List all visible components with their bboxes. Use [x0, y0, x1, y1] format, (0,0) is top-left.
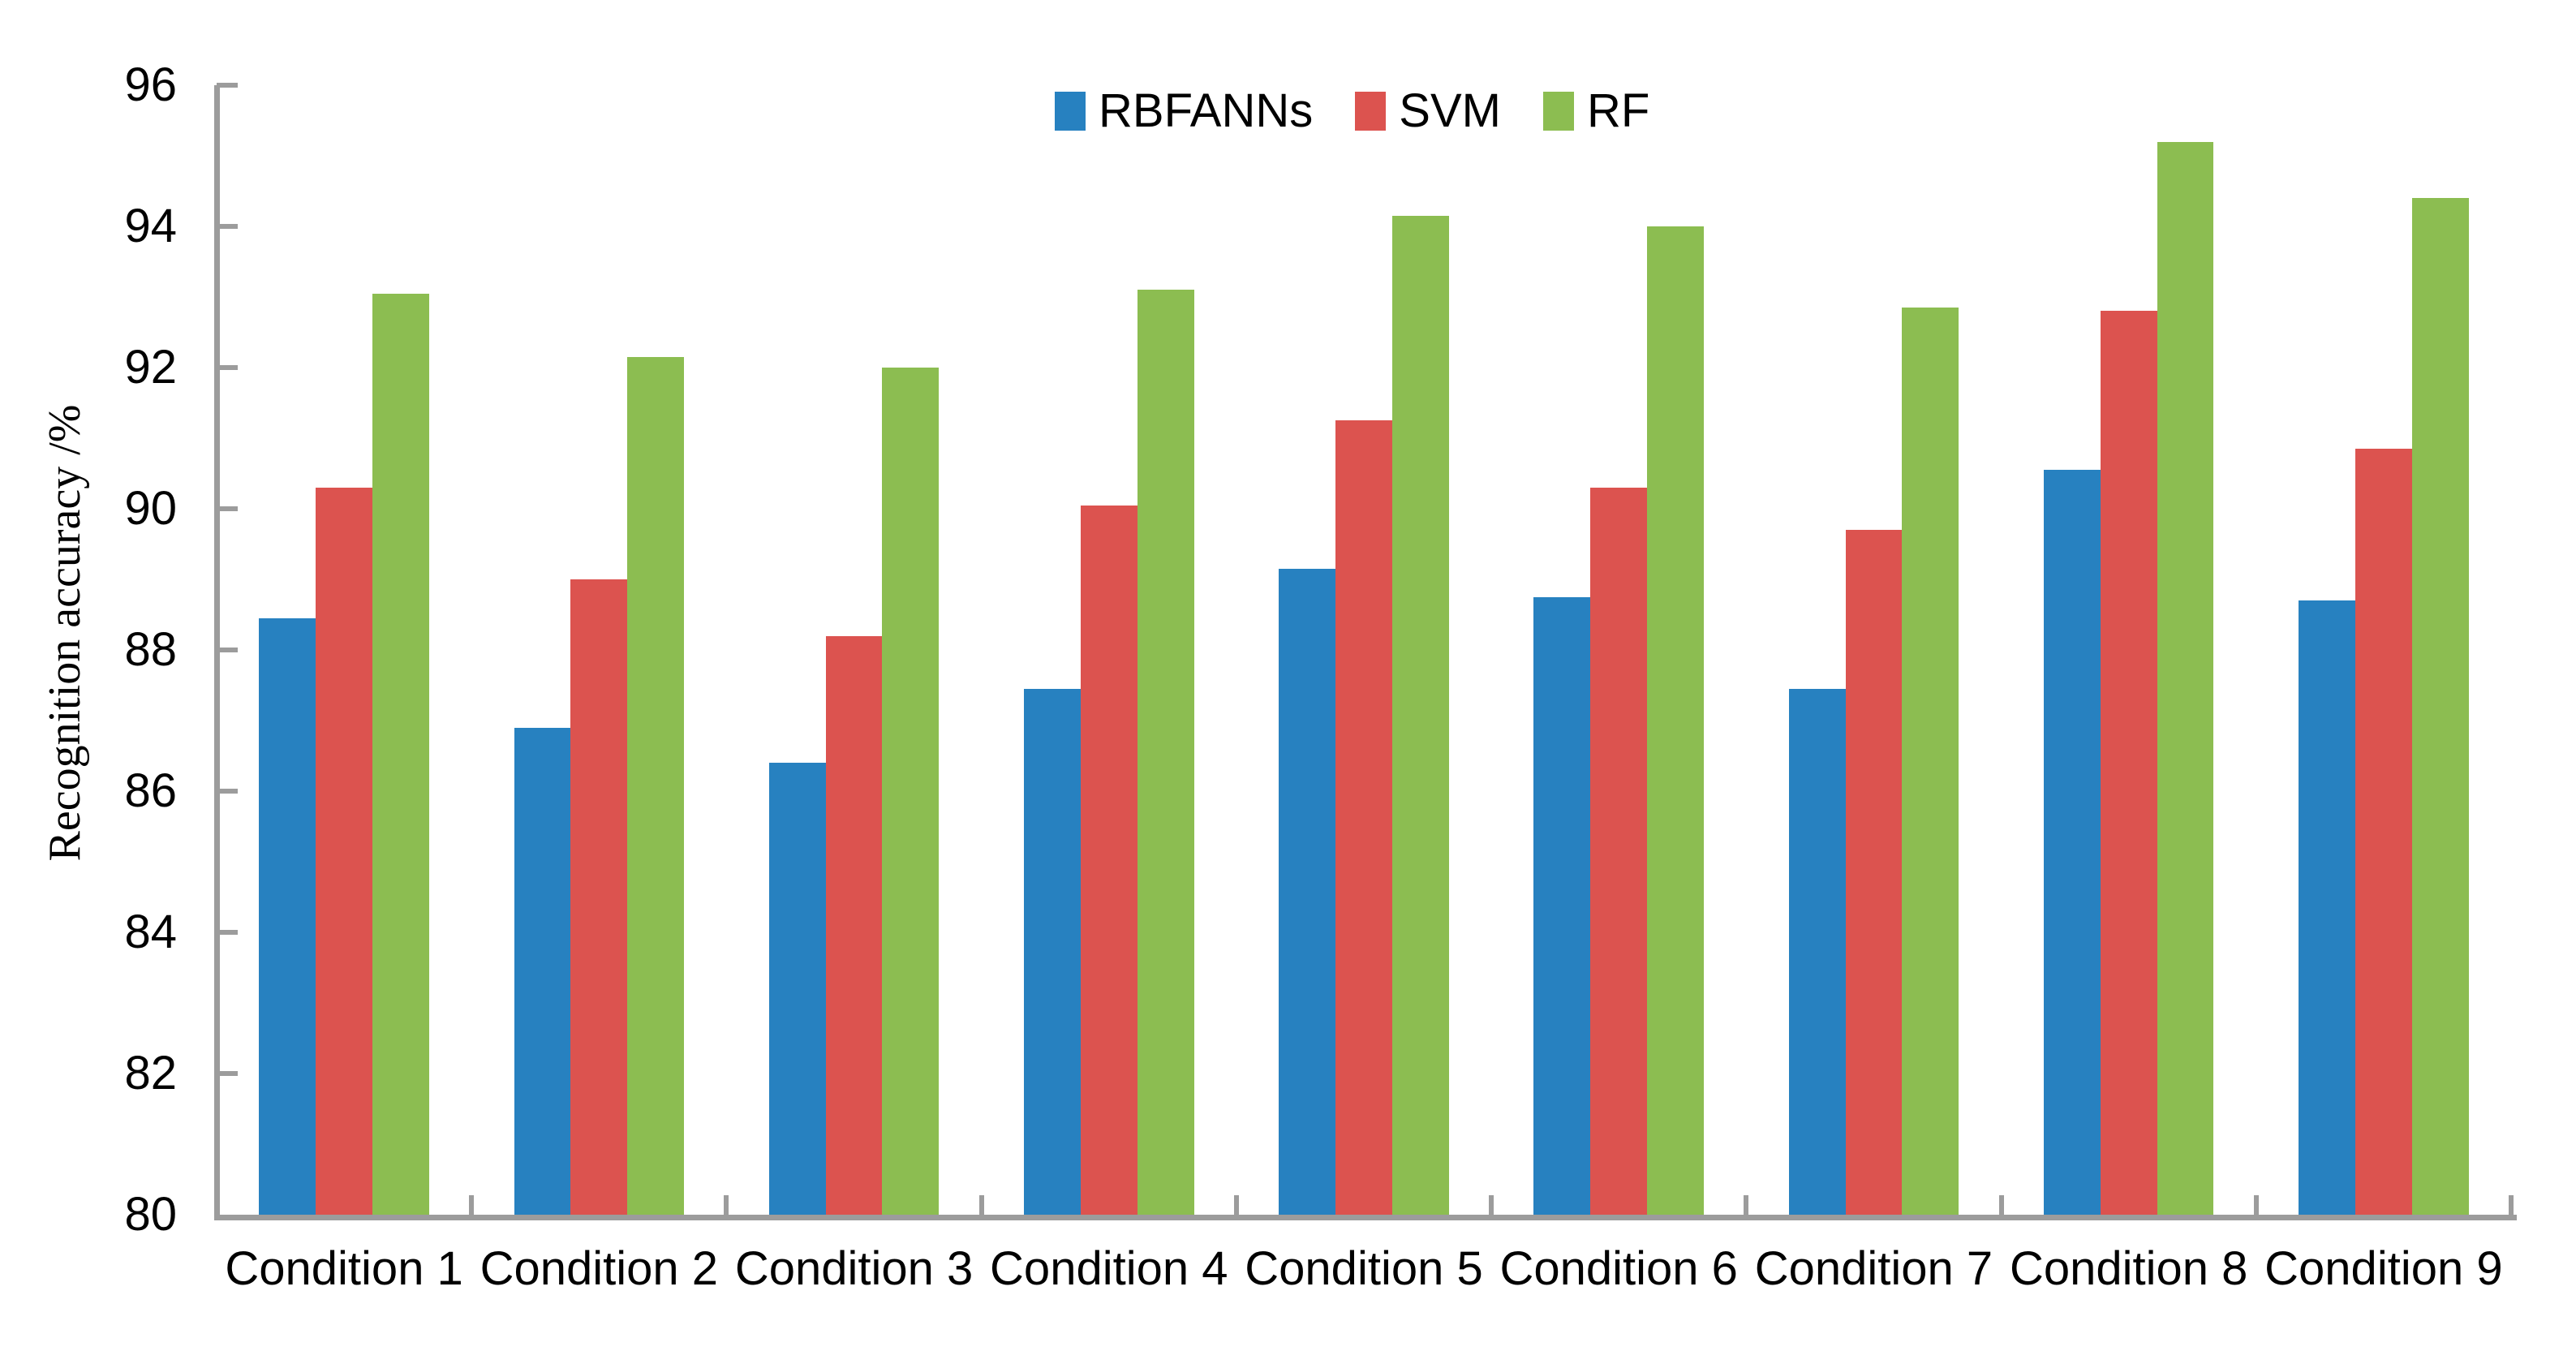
bar-svm-condition-2 [570, 579, 628, 1215]
bar-svm-condition-7 [1845, 530, 1903, 1215]
x-tick-1 [469, 1195, 475, 1215]
y-axis [214, 85, 220, 1220]
y-tick-94 [217, 224, 238, 229]
x-tick-7 [1998, 1195, 2004, 1215]
bar-svm-condition-5 [1335, 420, 1392, 1215]
bar-svm-condition-6 [1590, 487, 1648, 1215]
x-tick-5 [1489, 1195, 1494, 1215]
bar-rf-condition-1 [372, 293, 429, 1215]
x-axis [214, 1215, 2517, 1220]
bar-rf-condition-9 [2411, 198, 2469, 1215]
bar-rbfanns-condition-9 [2299, 600, 2355, 1215]
y-tick-label-86: 86 [124, 764, 177, 817]
bar-rbfanns-condition-4 [1024, 688, 1081, 1215]
y-tick-92 [217, 365, 238, 370]
legend-swatch-rf [1542, 92, 1574, 131]
legend: RBFANNs SVM RF [1055, 84, 1650, 137]
y-tick-label-84: 84 [124, 906, 177, 958]
legend-swatch-svm [1355, 92, 1387, 131]
y-tick-88 [217, 648, 238, 652]
x-category-label-condition-5: Condition 5 [1245, 1242, 1483, 1295]
x-tick-9 [2509, 1195, 2514, 1215]
bar-rbfanns-condition-7 [1788, 688, 1846, 1215]
x-category-label-condition-6: Condition 6 [1499, 1242, 1738, 1295]
x-tick-4 [1233, 1195, 1239, 1215]
y-tick-label-96: 96 [124, 58, 177, 111]
y-tick-label-94: 94 [124, 200, 177, 252]
y-tick-86 [217, 789, 238, 794]
bar-rf-condition-5 [1391, 215, 1449, 1215]
y-tick-label-90: 90 [124, 482, 177, 535]
legend-swatch-rbfanns [1055, 92, 1086, 131]
bar-svm-condition-1 [316, 487, 372, 1215]
y-tick-label-80: 80 [124, 1188, 177, 1241]
x-tick-2 [724, 1195, 729, 1215]
bar-rbfanns-condition-5 [1279, 568, 1336, 1215]
x-category-label-condition-3: Condition 3 [734, 1242, 974, 1295]
x-category-label-condition-9: Condition 9 [2264, 1242, 2503, 1295]
bar-svm-condition-4 [1080, 505, 1137, 1215]
x-category-label-condition-1: Condition 1 [225, 1242, 463, 1295]
bar-rf-condition-2 [627, 356, 685, 1215]
x-tick-8 [2253, 1195, 2259, 1215]
bar-rf-condition-8 [2157, 141, 2214, 1215]
bar-rf-condition-4 [1137, 290, 1194, 1215]
legend-item-rbfanns: RBFANNs [1055, 84, 1314, 137]
bar-rbfanns-condition-2 [514, 727, 571, 1215]
bar-rbfanns-condition-6 [1533, 596, 1591, 1215]
plot-area [217, 83, 2514, 1215]
y-tick-label-82: 82 [124, 1047, 177, 1099]
y-tick-90 [217, 506, 238, 511]
y-tick-84 [217, 930, 238, 935]
y-tick-82 [217, 1071, 238, 1076]
bar-rbfanns-condition-8 [2043, 470, 2101, 1215]
y-tick-label-92: 92 [124, 341, 177, 394]
bar-svm-condition-3 [825, 635, 883, 1215]
bar-rf-condition-6 [1647, 226, 1704, 1215]
x-tick-3 [978, 1195, 984, 1215]
bar-svm-condition-8 [2100, 311, 2157, 1215]
x-category-label-condition-2: Condition 2 [480, 1242, 719, 1295]
x-category-label-condition-8: Condition 8 [2009, 1242, 2248, 1295]
bar-rbfanns-condition-1 [259, 617, 316, 1215]
y-tick-label-88: 88 [124, 623, 177, 676]
legend-label-svm: SVM [1399, 84, 1501, 137]
legend-item-svm: SVM [1355, 84, 1501, 137]
bar-rf-condition-7 [1902, 308, 1959, 1215]
bar-svm-condition-9 [2355, 449, 2412, 1215]
x-tick-6 [1744, 1195, 1749, 1215]
bar-rbfanns-condition-3 [768, 763, 826, 1215]
legend-item-rf: RF [1542, 84, 1650, 137]
x-category-label-condition-7: Condition 7 [1754, 1242, 1993, 1295]
bar-rf-condition-3 [882, 368, 940, 1215]
y-tick-96 [217, 83, 238, 88]
legend-label-rf: RF [1586, 84, 1650, 137]
x-category-label-condition-4: Condition 4 [990, 1242, 1228, 1295]
legend-label-rbfanns: RBFANNs [1099, 84, 1314, 137]
